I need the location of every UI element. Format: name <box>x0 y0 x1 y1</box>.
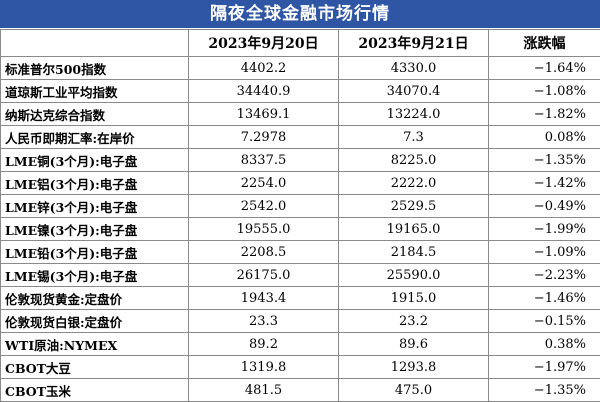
row-value-date-2: 2222.0 <box>339 172 489 195</box>
row-value-date-1: 26175.0 <box>189 264 339 287</box>
page-title: 隔夜全球金融市场行情 <box>0 0 600 29</box>
row-value-date-2: 1915.0 <box>339 287 489 310</box>
row-value-date-2: 89.6 <box>339 333 489 356</box>
row-name: 道琼斯工业平均指数 <box>1 80 189 103</box>
row-value-date-1: 2254.0 <box>189 172 339 195</box>
row-change: −1.46% <box>489 287 600 310</box>
row-name: WTI原油:NYMEX <box>1 333 189 356</box>
row-name: LME镍(3个月):电子盘 <box>1 218 189 241</box>
row-value-date-1: 8337.5 <box>189 149 339 172</box>
row-value-date-2: 19165.0 <box>339 218 489 241</box>
row-change: −1.09% <box>489 241 600 264</box>
row-name: CBOT玉米 <box>1 379 189 402</box>
row-change: −1.64% <box>489 57 600 80</box>
row-value-date-2: 1293.8 <box>339 356 489 379</box>
row-value-date-2: 23.2 <box>339 310 489 333</box>
row-value-date-2: 25590.0 <box>339 264 489 287</box>
row-value-date-1: 13469.1 <box>189 103 339 126</box>
row-value-date-1: 2542.0 <box>189 195 339 218</box>
row-value-date-2: 34070.4 <box>339 80 489 103</box>
header-change: 涨跌幅 <box>489 30 600 57</box>
table-header-row: 2023年9月20日 2023年9月21日 涨跌幅 <box>1 30 600 57</box>
row-change: −1.08% <box>489 80 600 103</box>
row-change: −0.49% <box>489 195 600 218</box>
row-value-date-1: 23.3 <box>189 310 339 333</box>
row-name: LME铅(3个月):电子盘 <box>1 241 189 264</box>
row-change: −0.15% <box>489 310 600 333</box>
row-name: 人民币即期汇率:在岸价 <box>1 126 189 149</box>
row-change: −1.99% <box>489 218 600 241</box>
row-value-date-1: 19555.0 <box>189 218 339 241</box>
row-value-date-2: 8225.0 <box>339 149 489 172</box>
row-value-date-2: 475.0 <box>339 379 489 402</box>
row-name: CBOT大豆 <box>1 356 189 379</box>
header-instrument <box>1 30 189 57</box>
row-name: LME铝(3个月):电子盘 <box>1 172 189 195</box>
row-value-date-1: 481.5 <box>189 379 339 402</box>
row-value-date-2: 7.3 <box>339 126 489 149</box>
row-name: 伦敦现货白银:定盘价 <box>1 310 189 333</box>
header-date-1: 2023年9月20日 <box>189 30 339 57</box>
row-change: −1.82% <box>489 103 600 126</box>
row-value-date-2: 2184.5 <box>339 241 489 264</box>
row-change: −1.35% <box>489 379 600 402</box>
row-name: LME锡(3个月):电子盘 <box>1 264 189 287</box>
row-value-date-1: 89.2 <box>189 333 339 356</box>
row-value-date-2: 4330.0 <box>339 57 489 80</box>
row-change: −2.23% <box>489 264 600 287</box>
row-value-date-1: 1319.8 <box>189 356 339 379</box>
row-change: −1.42% <box>489 172 600 195</box>
header-date-2: 2023年9月21日 <box>339 30 489 57</box>
row-value-date-1: 34440.9 <box>189 80 339 103</box>
row-change: −1.35% <box>489 149 600 172</box>
row-change: 0.08% <box>489 126 600 149</box>
row-change: −1.97% <box>489 356 600 379</box>
row-value-date-1: 2208.5 <box>189 241 339 264</box>
row-name: LME铜(3个月):电子盘 <box>1 149 189 172</box>
row-name: 纳斯达克综合指数 <box>1 103 189 126</box>
row-value-date-1: 4402.2 <box>189 57 339 80</box>
row-value-date-1: 1943.4 <box>189 287 339 310</box>
row-value-date-2: 13224.0 <box>339 103 489 126</box>
row-name: 标准普尔500指数 <box>1 57 189 80</box>
row-value-date-1: 7.2978 <box>189 126 339 149</box>
row-value-date-2: 2529.5 <box>339 195 489 218</box>
row-change: 0.38% <box>489 333 600 356</box>
row-name: 伦敦现货黄金:定盘价 <box>1 287 189 310</box>
row-name: LME锌(3个月):电子盘 <box>1 195 189 218</box>
